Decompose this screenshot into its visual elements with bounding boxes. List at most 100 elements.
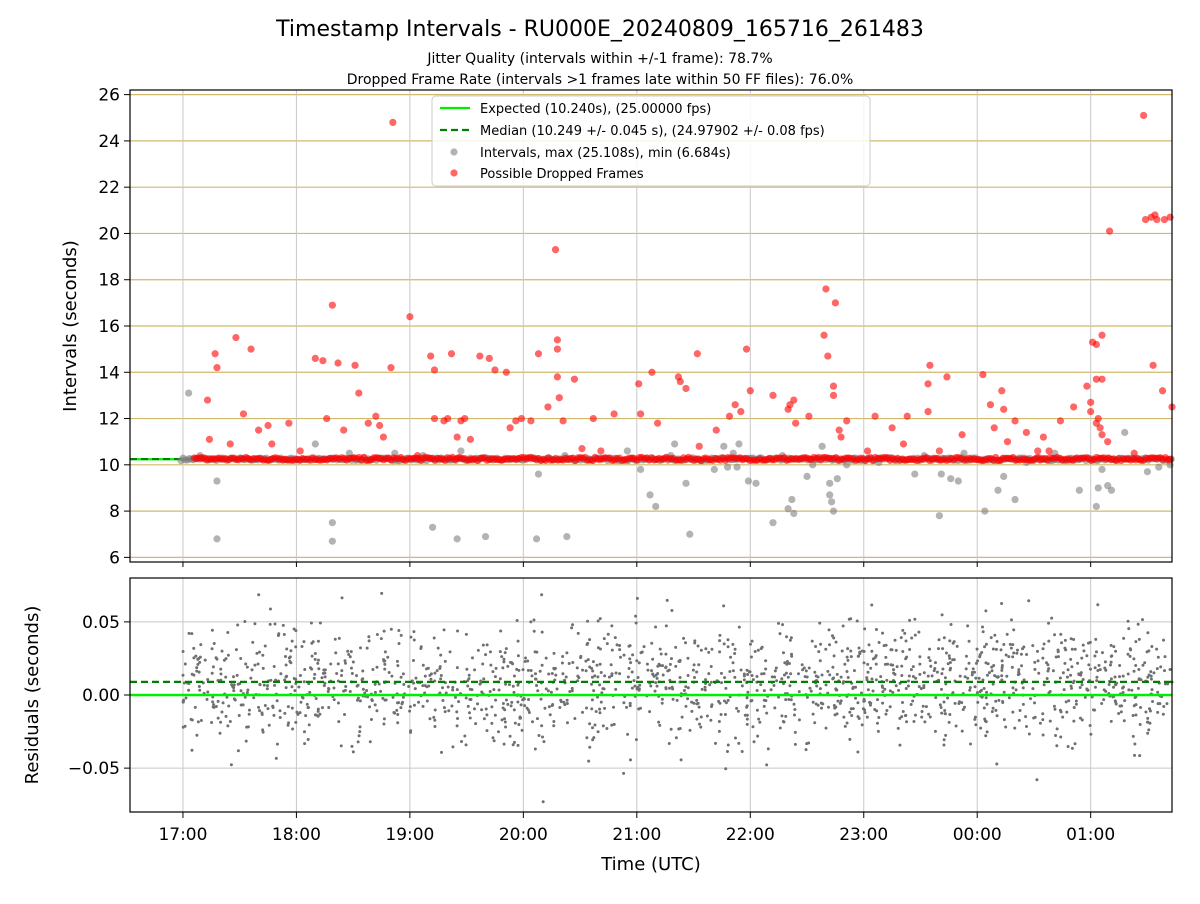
residual-point	[807, 741, 810, 744]
residual-point	[881, 632, 884, 635]
residual-point	[848, 738, 851, 741]
residual-point	[269, 679, 272, 682]
residual-point	[1094, 686, 1097, 689]
residual-point	[585, 669, 588, 672]
residual-point	[447, 709, 450, 712]
residual-point	[273, 684, 276, 687]
residual-point	[1071, 648, 1074, 651]
residual-point	[1046, 677, 1049, 680]
residual-point	[936, 671, 939, 674]
residual-point	[941, 647, 944, 650]
residual-point	[1015, 688, 1018, 691]
legend-median-label: Median (10.249 +/- 0.045 s), (24.97902 +…	[480, 124, 825, 139]
residual-point	[613, 723, 616, 726]
dropped-frame-point	[1098, 376, 1105, 383]
residual-point	[303, 730, 306, 733]
residual-point	[824, 648, 827, 651]
x-tick-label: 01:00	[1066, 825, 1115, 845]
residual-point	[983, 645, 986, 648]
residual-point	[439, 654, 442, 657]
residual-point	[868, 643, 871, 646]
residual-point	[1156, 691, 1159, 694]
residual-point	[551, 672, 554, 675]
residual-point	[313, 673, 316, 676]
residual-point	[690, 710, 693, 713]
residual-point	[316, 662, 319, 665]
residual-point	[1104, 690, 1107, 693]
residual-point	[344, 685, 347, 688]
residual-point	[269, 608, 272, 611]
dropped-frame-point	[1045, 447, 1052, 454]
residual-point	[679, 676, 682, 679]
dropped-frame-point	[431, 415, 438, 422]
residual-point	[302, 697, 305, 700]
residual-point	[1002, 643, 1005, 646]
residual-point	[605, 727, 608, 730]
residual-point	[831, 677, 834, 680]
residual-point	[698, 706, 701, 709]
residual-point	[247, 725, 250, 728]
residual-point	[801, 663, 804, 666]
residual-point	[199, 643, 202, 646]
residual-point	[524, 660, 527, 663]
residual-point	[1133, 754, 1136, 757]
residual-point	[966, 677, 969, 680]
residual-point	[1011, 686, 1014, 689]
residual-point	[501, 666, 504, 669]
dropped-frame-point	[431, 366, 438, 373]
residual-point	[763, 672, 766, 675]
residual-point	[1001, 664, 1004, 667]
residual-point	[892, 668, 895, 671]
interval-point	[482, 533, 489, 540]
residual-point	[1085, 654, 1088, 657]
residual-point	[711, 703, 714, 706]
residual-point	[964, 675, 967, 678]
dropped-frame-point	[726, 413, 733, 420]
residual-point	[291, 640, 294, 643]
residual-point	[1114, 683, 1117, 686]
residual-point	[198, 689, 201, 692]
residual-point	[1164, 655, 1167, 658]
residual-point	[895, 649, 898, 652]
residual-point	[388, 671, 391, 674]
residual-point	[674, 665, 677, 668]
residual-point	[444, 660, 447, 663]
legend-dropped-marker	[450, 169, 457, 176]
residual-point	[773, 706, 776, 709]
residual-point	[396, 701, 399, 704]
residual-point	[895, 684, 898, 687]
residual-point	[333, 698, 336, 701]
residual-point	[782, 651, 785, 654]
residual-point	[629, 702, 632, 705]
residual-point	[474, 722, 477, 725]
residual-point	[1003, 718, 1006, 721]
residual-point	[561, 655, 564, 658]
interval-point	[785, 505, 792, 512]
residual-point	[1037, 659, 1040, 662]
residual-point	[1067, 668, 1070, 671]
residual-point	[625, 706, 628, 709]
residual-point	[718, 650, 721, 653]
residual-point	[211, 700, 214, 703]
residual-point	[835, 641, 838, 644]
residual-point	[596, 675, 599, 678]
residual-point	[784, 698, 787, 701]
residual-point	[277, 632, 280, 635]
residual-point	[1020, 664, 1023, 667]
residual-point	[693, 676, 696, 679]
legend: Expected (10.240s), (25.00000 fps) Media…	[432, 96, 870, 186]
residual-point	[996, 640, 999, 643]
residual-point	[844, 725, 847, 728]
residual-point	[789, 639, 792, 642]
residual-point	[553, 652, 556, 655]
residual-point	[943, 738, 946, 741]
dropped-frame-point	[864, 447, 871, 454]
residual-point	[816, 676, 819, 679]
residual-point	[503, 743, 506, 746]
residual-point	[334, 638, 337, 641]
residual-point	[706, 714, 709, 717]
residual-point	[524, 657, 527, 660]
residual-point	[598, 683, 601, 686]
intervals-y-tick-label: 8	[109, 502, 120, 522]
residual-point	[720, 713, 723, 716]
